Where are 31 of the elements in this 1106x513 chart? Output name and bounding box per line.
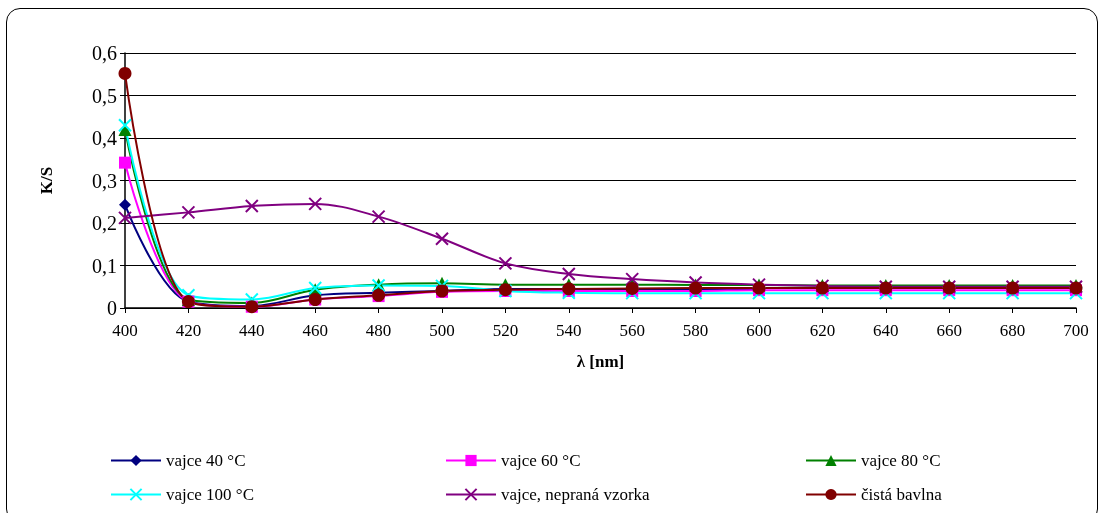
y-tick-label: 0,4 — [92, 127, 117, 149]
x-tick-label: 560 — [619, 321, 645, 340]
y-tick-label: 0,5 — [92, 84, 117, 107]
legend-label: vajce 40 °C — [166, 451, 246, 470]
x-tick-label: 400 — [112, 321, 138, 340]
legend-label: vajce 60 °C — [501, 451, 581, 470]
x-tick-label: 620 — [809, 321, 836, 340]
x-tick-label: 660 — [936, 321, 962, 340]
legend-label: vajce, nepraná vzorka — [501, 485, 651, 504]
legend-label: vajce 80 °C — [861, 451, 941, 470]
x-tick-label: 500 — [429, 321, 455, 340]
legend-label: vajce 100 °C — [166, 485, 254, 504]
x-tick-label: 540 — [556, 321, 582, 340]
y-tick-label: 0,2 — [92, 212, 117, 234]
x-tick-label: 640 — [873, 321, 899, 340]
y-axis-title: K/S — [37, 166, 56, 195]
x-tick-label: 440 — [239, 321, 265, 340]
x-tick-label: 600 — [746, 321, 772, 340]
y-tick-label: 0,6 — [92, 42, 117, 64]
x-tick-label: 460 — [302, 321, 328, 340]
y-tick-label: 0,1 — [92, 254, 117, 277]
x-tick-label: 480 — [365, 321, 392, 340]
x-tick-label: 580 — [682, 321, 709, 340]
x-tick-label: 520 — [492, 321, 519, 340]
x-tick-label: 680 — [999, 321, 1026, 340]
y-tick-label: 0 — [107, 297, 117, 319]
legend-label: čistá bavlna — [861, 485, 943, 504]
x-tick-label: 420 — [175, 321, 202, 340]
x-tick-label: 700 — [1063, 321, 1089, 340]
y-tick-label: 0,3 — [92, 169, 117, 192]
x-axis-title: λ [nm] — [576, 352, 625, 371]
